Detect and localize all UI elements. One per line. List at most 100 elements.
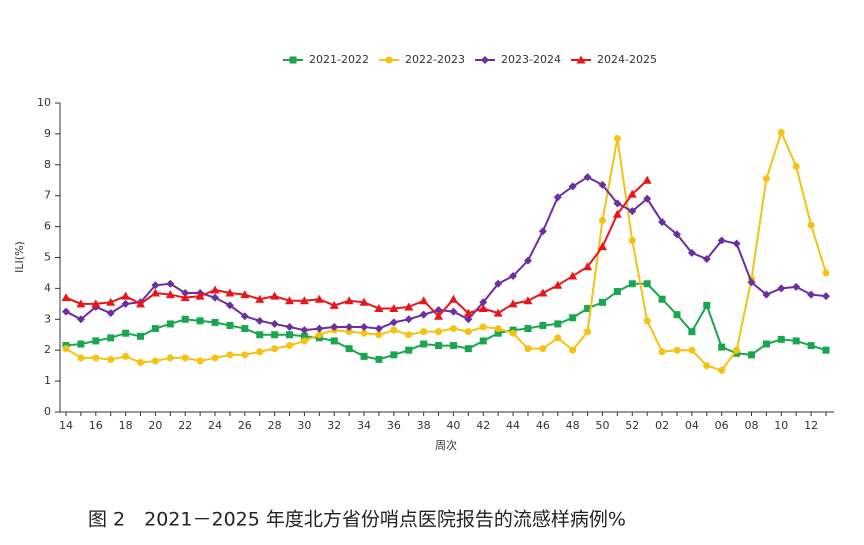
marker <box>345 345 353 353</box>
marker <box>613 287 621 295</box>
marker <box>385 56 393 64</box>
marker <box>463 308 473 317</box>
marker <box>539 321 547 329</box>
marker <box>121 299 130 308</box>
marker <box>481 56 489 64</box>
x-tick-label: 08 <box>744 419 758 432</box>
marker <box>584 304 592 312</box>
legend-label: 2024-2025 <box>597 53 657 66</box>
x-tick-label: 34 <box>357 419 371 432</box>
marker <box>405 331 413 339</box>
series-line <box>65 176 827 332</box>
marker <box>419 296 429 305</box>
marker <box>524 345 532 353</box>
marker <box>299 296 309 305</box>
marker <box>628 207 637 216</box>
marker <box>255 294 265 303</box>
marker <box>478 303 488 312</box>
x-tick-label: 04 <box>685 419 699 432</box>
marker <box>360 329 368 337</box>
marker <box>136 299 146 308</box>
marker <box>107 334 115 342</box>
marker <box>106 309 115 318</box>
marker <box>583 262 593 271</box>
marker <box>569 346 577 354</box>
marker <box>822 269 830 277</box>
marker <box>62 307 70 316</box>
marker <box>286 342 294 350</box>
series-line <box>65 179 648 318</box>
marker <box>658 217 667 226</box>
marker <box>643 317 651 325</box>
marker <box>688 346 696 354</box>
marker <box>61 293 71 302</box>
x-tick-label: 46 <box>536 419 550 432</box>
marker <box>628 280 636 288</box>
marker <box>360 323 369 332</box>
marker <box>196 357 204 365</box>
marker <box>822 346 830 354</box>
marker <box>435 328 443 336</box>
marker <box>523 296 533 305</box>
marker <box>494 325 502 333</box>
x-tick-label: 16 <box>89 419 103 432</box>
marker <box>225 301 234 310</box>
x-tick-label: 12 <box>804 419 818 432</box>
marker <box>271 331 279 339</box>
marker <box>289 56 297 64</box>
marker <box>538 227 547 236</box>
marker <box>718 343 726 351</box>
x-axis-label: 周次 <box>435 438 457 452</box>
marker <box>211 318 219 326</box>
marker <box>107 355 115 363</box>
x-tick-label: 02 <box>655 419 669 432</box>
x-tick-label: 50 <box>595 419 609 432</box>
marker <box>285 323 294 332</box>
marker <box>76 315 85 324</box>
marker <box>598 298 606 306</box>
marker <box>106 297 116 306</box>
x-tick-label: 18 <box>119 419 133 432</box>
marker <box>792 282 801 291</box>
marker <box>181 315 189 323</box>
marker <box>807 221 815 229</box>
marker <box>777 284 786 293</box>
marker <box>434 311 444 320</box>
marker <box>77 354 85 362</box>
marker <box>122 329 130 337</box>
marker <box>345 328 353 336</box>
marker <box>166 354 174 362</box>
legend-label: 2023-2024 <box>501 53 561 66</box>
marker <box>747 351 755 359</box>
x-tick-label: 06 <box>715 419 729 432</box>
marker <box>464 315 473 324</box>
marker <box>315 331 323 339</box>
marker <box>494 329 502 337</box>
x-tick-label: 14 <box>59 419 73 432</box>
marker <box>762 340 770 348</box>
marker <box>703 362 711 370</box>
marker <box>405 346 413 354</box>
x-tick-label: 26 <box>238 419 252 432</box>
y-tick-label: 6 <box>44 220 51 233</box>
marker <box>92 354 100 362</box>
marker <box>435 342 443 350</box>
marker <box>568 182 577 191</box>
marker <box>241 351 249 359</box>
marker <box>598 216 606 224</box>
marker <box>255 316 264 325</box>
marker <box>673 346 681 354</box>
marker <box>479 323 487 331</box>
marker <box>420 328 428 336</box>
marker <box>538 288 548 297</box>
marker <box>77 340 85 348</box>
marker <box>151 325 159 333</box>
x-tick-label: 52 <box>625 419 639 432</box>
marker <box>374 324 383 333</box>
marker <box>225 288 235 297</box>
caption: 图 2 2021－2025 年度北方省份哨点医院报告的流感样病例% <box>88 509 626 531</box>
marker <box>329 300 339 309</box>
marker <box>330 337 338 345</box>
y-tick-label: 9 <box>44 127 51 140</box>
marker <box>390 326 398 334</box>
